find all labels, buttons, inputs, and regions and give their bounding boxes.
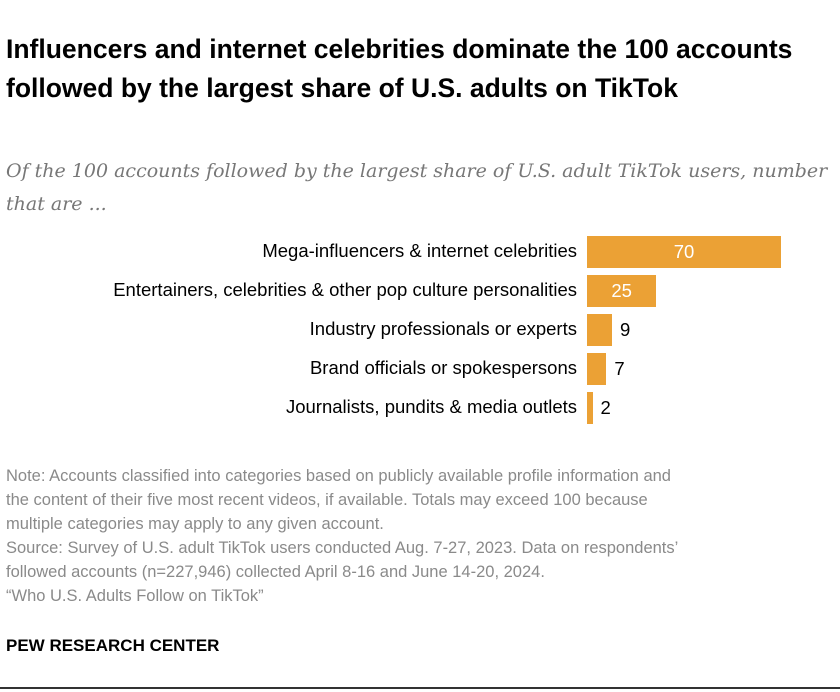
value-label: 2 xyxy=(600,397,611,418)
bar xyxy=(587,236,781,268)
note-line: multiple categories may apply to any giv… xyxy=(6,515,384,533)
source-line: followed accounts (n=227,946) collected … xyxy=(6,563,545,581)
value-label: 25 xyxy=(611,280,632,301)
value-label: 7 xyxy=(614,358,625,379)
bar-row: Mega-influencers & internet celebrities 7… xyxy=(0,236,840,268)
category-label: Entertainers, celebrities & other pop cu… xyxy=(113,279,577,300)
value-label: 70 xyxy=(673,241,695,262)
bar xyxy=(587,314,612,346)
note-line: Note: Accounts classified into categorie… xyxy=(6,467,671,485)
note-line: the content of their five most recent vi… xyxy=(6,491,648,509)
bar-row: Industry professionals or experts 9 xyxy=(0,314,840,346)
chart-note: Note: Accounts classified into categorie… xyxy=(6,464,836,608)
category-label: Industry professionals or experts xyxy=(309,318,577,339)
category-label: Brand officials or spokespersons xyxy=(309,357,577,378)
bar xyxy=(587,275,657,307)
source-line: “Who U.S. Adults Follow on TikTok” xyxy=(6,587,264,605)
category-label: Journalists, pundits & media outlets xyxy=(285,396,577,417)
bar-row: Brand officials or spokespersons 7 xyxy=(0,353,840,385)
bar xyxy=(587,392,593,424)
brand-logo-text: PEW RESEARCH CENTER xyxy=(6,636,220,655)
category-label: Mega-influencers & internet celebrities xyxy=(262,240,577,261)
bar-row: Journalists, pundits & media outlets 2 xyxy=(0,392,840,424)
chart-title: Influencers and internet celebrities dom… xyxy=(6,34,793,103)
value-label: 9 xyxy=(619,319,631,340)
source-line: Source: Survey of U.S. adult TikTok user… xyxy=(6,539,679,557)
bar-row: Entertainers, celebrities & other pop cu… xyxy=(0,275,840,307)
bottom-divider xyxy=(0,687,840,689)
bar xyxy=(587,353,607,385)
bar-chart: Mega-influencers & internet celebrities 7… xyxy=(0,236,840,436)
chart-subtitle: Of the 100 accounts followed by the larg… xyxy=(6,160,828,215)
